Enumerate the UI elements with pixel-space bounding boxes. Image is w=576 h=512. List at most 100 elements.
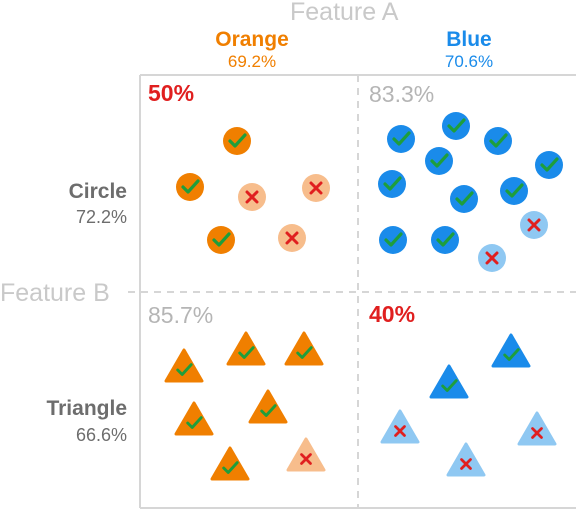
correct-circle	[176, 173, 204, 201]
triangle-marker	[380, 409, 420, 444]
row-accuracy-triangle: 66.6%	[75, 425, 127, 445]
correct-circle	[500, 177, 528, 205]
triangle-marker	[491, 333, 531, 368]
circle-marker	[176, 173, 204, 201]
check-icon	[222, 461, 239, 474]
triangle-marker	[517, 411, 557, 446]
correct-triangle	[491, 333, 531, 368]
correct-triangle	[174, 401, 214, 436]
check-icon	[176, 363, 193, 376]
triangle-marker	[286, 437, 326, 472]
incorrect-circle	[302, 174, 330, 202]
row-header-triangle: Triangle	[46, 397, 127, 420]
correct-circle	[207, 226, 235, 254]
circle-marker	[378, 170, 406, 198]
column-header-blue: Blue	[446, 28, 492, 51]
check-icon	[505, 183, 524, 198]
cross-icon	[485, 251, 499, 265]
cross-icon	[300, 453, 312, 465]
circle-marker	[450, 185, 478, 213]
check-icon	[228, 133, 247, 148]
cross-icon	[245, 190, 259, 204]
circle-marker	[387, 125, 415, 153]
feature-a-label: Feature A	[290, 0, 399, 26]
correct-circle	[223, 127, 251, 155]
row-header-circle: Circle	[68, 180, 127, 203]
check-icon	[540, 157, 559, 172]
correct-triangle	[226, 331, 266, 366]
incorrect-circle	[278, 224, 306, 252]
check-icon	[455, 191, 474, 206]
quadrant-accuracy-blue-circle: 83.3%	[369, 81, 435, 107]
cross-icon	[527, 218, 541, 232]
check-icon	[186, 416, 203, 429]
incorrect-triangle	[380, 409, 420, 444]
triangle-marker	[248, 389, 288, 424]
correct-circle	[425, 147, 453, 175]
correct-circle	[484, 127, 512, 155]
column-accuracy-orange: 69.2%	[227, 52, 277, 71]
circle-marker	[425, 147, 453, 175]
check-icon	[447, 118, 466, 133]
cross-icon	[309, 181, 323, 195]
correct-triangle	[248, 389, 288, 424]
correct-circle	[450, 185, 478, 213]
correct-circle	[379, 226, 407, 254]
check-icon	[430, 153, 449, 168]
circle-marker	[535, 151, 563, 179]
correct-circle	[378, 170, 406, 198]
check-icon	[212, 232, 231, 247]
correct-circle	[442, 112, 470, 140]
triangle-marker	[164, 348, 204, 383]
triangle-marker	[284, 331, 324, 366]
quadrant-accuracy-blue-triangle: 40%	[369, 301, 416, 327]
circle-marker	[500, 177, 528, 205]
check-icon	[384, 232, 403, 247]
check-icon	[503, 348, 520, 361]
cross-icon	[285, 231, 299, 245]
column-header-orange: Orange	[215, 28, 289, 51]
triangle-marker	[226, 331, 266, 366]
circle-marker	[207, 226, 235, 254]
correct-circle	[535, 151, 563, 179]
quadrant-accuracy-orange-circle: 50%	[148, 80, 195, 106]
quadrant-accuracy-orange-triangle: 85.7%	[148, 302, 214, 328]
correct-triangle	[210, 446, 250, 481]
check-icon	[260, 404, 277, 417]
check-icon	[392, 131, 411, 146]
triangle-marker	[446, 442, 486, 477]
check-icon	[296, 346, 313, 359]
correct-triangle	[429, 364, 469, 399]
triangle-marker	[210, 446, 250, 481]
incorrect-circle	[478, 244, 506, 272]
circle-marker	[431, 226, 459, 254]
row-accuracy-circle: 72.2%	[75, 207, 127, 227]
check-icon	[181, 179, 200, 194]
correct-triangle	[284, 331, 324, 366]
cross-icon	[460, 458, 472, 470]
circle-marker	[223, 127, 251, 155]
incorrect-circle	[520, 211, 548, 239]
correct-circle	[431, 226, 459, 254]
cross-icon	[531, 427, 543, 439]
check-icon	[238, 346, 255, 359]
circle-marker	[484, 127, 512, 155]
feature-b-label: Feature B	[0, 279, 110, 307]
incorrect-triangle	[446, 442, 486, 477]
correct-circle	[387, 125, 415, 153]
incorrect-triangle	[286, 437, 326, 472]
correct-triangle	[164, 348, 204, 383]
incorrect-triangle	[517, 411, 557, 446]
circle-marker	[442, 112, 470, 140]
check-icon	[489, 133, 508, 148]
column-accuracy-blue: 70.6%	[444, 52, 494, 71]
circle-marker	[379, 226, 407, 254]
incorrect-circle	[238, 183, 266, 211]
triangle-marker	[174, 401, 214, 436]
cross-icon	[394, 425, 406, 437]
triangle-marker	[429, 364, 469, 399]
check-icon	[383, 176, 402, 191]
check-icon	[441, 379, 458, 392]
check-icon	[436, 232, 455, 247]
